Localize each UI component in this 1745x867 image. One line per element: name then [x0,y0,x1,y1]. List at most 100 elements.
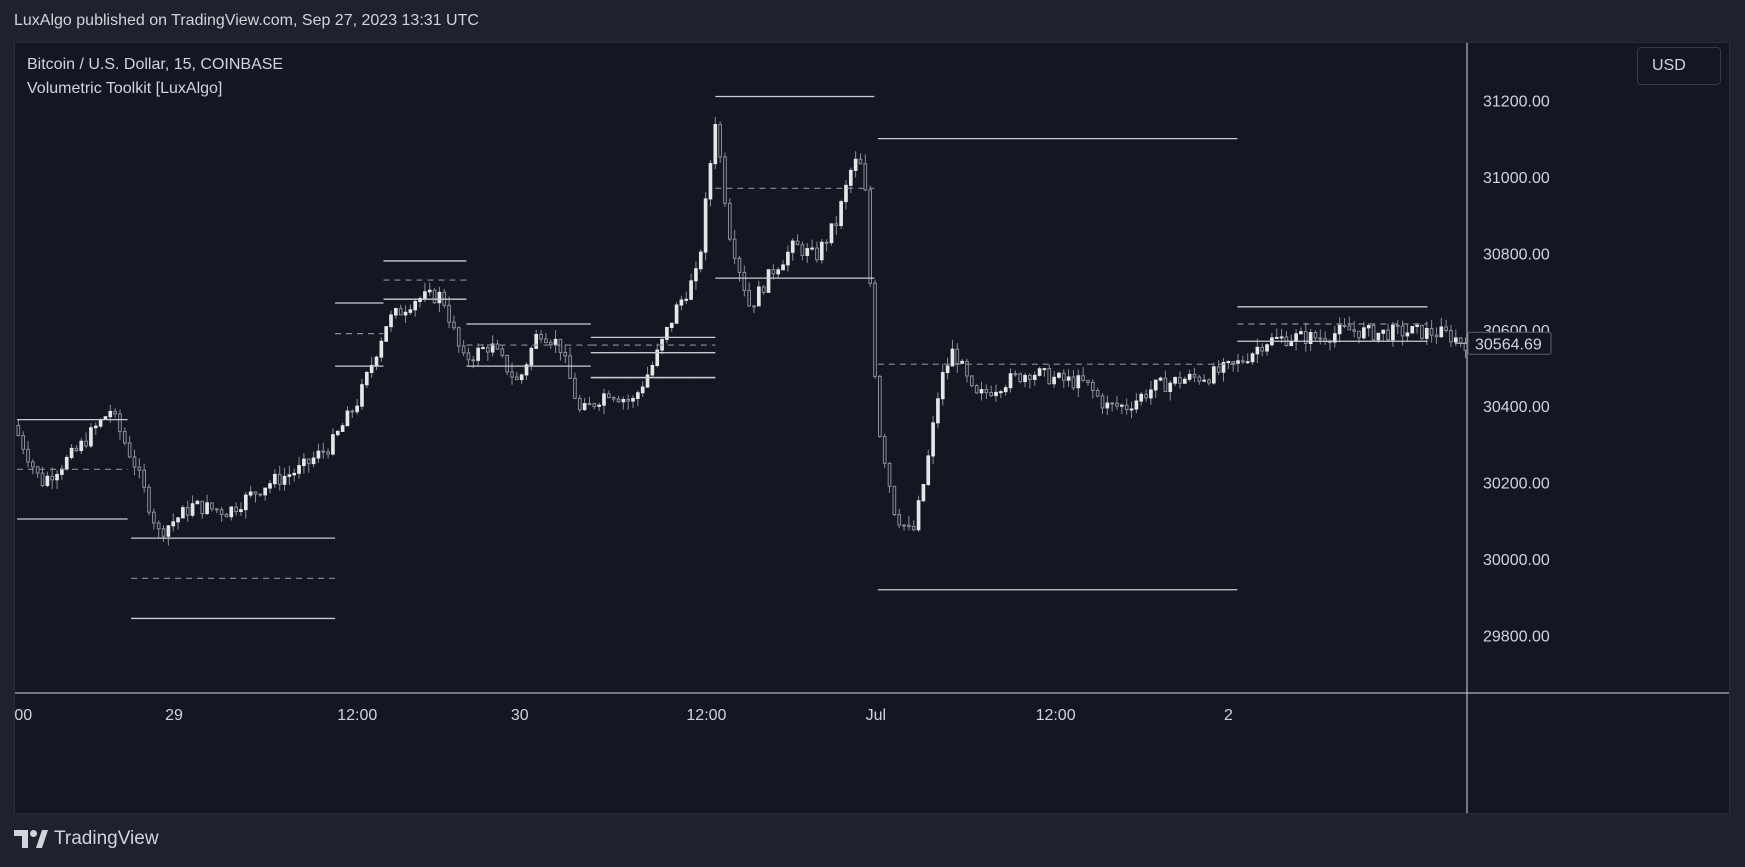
candle-body [805,248,810,257]
candle-body [243,494,248,511]
candle-body [40,472,45,487]
price-tick-label: 29800.00 [1483,629,1550,646]
candle-body [863,163,868,191]
candle-body [1100,395,1105,409]
candle-body [1139,393,1144,402]
candle-body [1003,387,1008,393]
tradingview-logo[interactable]: TradingView [14,828,159,850]
candle-body [495,343,500,350]
candle-body [1250,353,1255,363]
candle-body [732,238,737,259]
candle-body [335,430,340,436]
candle-body [790,240,795,253]
candle-body [815,247,819,261]
candle-body [902,524,906,527]
candle-body [665,326,669,340]
candle-body [645,374,650,388]
price-chart[interactable]: 29800.0030000.0030200.0030400.0030600.00… [15,43,1730,814]
candle-body [219,509,224,515]
candle-body [1260,346,1265,352]
candle-body [640,386,645,394]
candle-body [118,413,122,433]
candle-body [1221,361,1226,373]
candle-body [926,455,931,485]
candle-body [122,431,127,444]
candle-body [1453,337,1458,343]
candle-body [1032,374,1037,380]
candle-body [161,528,166,537]
candle-body [1090,381,1095,391]
candle-body [1405,332,1410,337]
candle-body [587,403,592,406]
candle-body [311,457,316,465]
candle-body [747,289,752,307]
candle-body [1265,344,1269,352]
candle-body [602,393,606,406]
candle-body [1211,366,1216,384]
candle-body [834,223,839,227]
current-price-label: 30564.69 [1475,336,1542,353]
candle-body [766,269,771,293]
candle-body [490,343,495,353]
candle-body [510,371,514,378]
candle-body [239,509,243,513]
candle-body [1120,404,1124,407]
candle-body [548,341,553,346]
candle-body [1434,334,1439,338]
candle-body [297,465,301,474]
candle-body [597,404,601,407]
candle-body [1294,333,1298,342]
candle-body [878,375,882,437]
candle-body [839,201,843,227]
candle-body [403,311,408,316]
candle-body [524,364,529,376]
candle-body [940,372,945,400]
candle-body [969,375,974,387]
candle-body [718,124,722,158]
candle-body [1420,324,1424,339]
candle-body [1052,376,1056,385]
time-tick-label: 29 [165,707,183,724]
currency-button[interactable]: USD [1637,47,1721,85]
candle-body [268,483,272,489]
candle-body [674,304,679,324]
candle-body [1047,368,1052,385]
candle-body [1352,329,1357,332]
candle-body [1313,331,1318,339]
candle-body [1105,402,1110,409]
candle-body [1429,327,1434,336]
candle-body [55,473,59,481]
candle-body [1129,408,1134,411]
candle-body [277,473,282,485]
indicator-title[interactable]: Volumetric Toolkit [LuxAlgo] [27,80,223,97]
candle-body [185,507,190,516]
candle-body [534,333,539,349]
candle-body [1255,346,1260,355]
candle-body [321,450,326,453]
price-tick-label: 30200.00 [1483,476,1550,493]
candle-body [1231,361,1236,364]
candle-body [248,491,253,496]
candle-body [727,202,732,240]
candle-body [858,158,863,165]
candle-body [481,347,485,350]
candle-body [936,398,940,424]
candle-body [181,507,185,519]
candle-body [234,506,238,513]
candle-body [345,410,350,427]
candle-body [689,280,693,300]
candle-body [1158,377,1163,381]
candle-body [437,291,442,304]
candle-body [224,513,229,518]
candle-body [485,347,490,353]
chart-panel[interactable]: 29800.00 30000.00 30200.00 30400.00 30600.00… [14,42,1730,814]
candle-body [950,348,955,367]
candle-body [108,410,113,418]
candle-body [132,456,137,468]
top-bar: LuxAlgo published on TradingView.com, Se… [0,0,1745,42]
symbol-title[interactable]: Bitcoin / U.S. Dollar, 15, COINBASE [27,56,284,73]
candle-body [558,338,563,353]
candle-body [98,418,103,427]
candle-body [427,289,432,293]
candle-body [166,525,171,537]
